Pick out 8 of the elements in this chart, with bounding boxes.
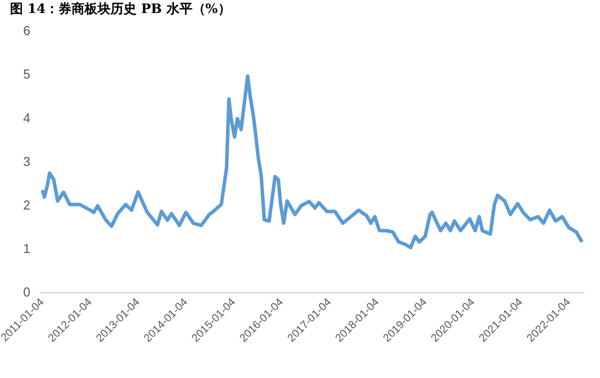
y-tick-label: 2: [23, 197, 30, 212]
y-tick-label: 3: [23, 154, 30, 169]
y-tick-label: 4: [23, 110, 30, 126]
y-tick-label: 6: [23, 23, 30, 38]
chart-title: 图 14：券商板块历史 PB 水平（%）: [10, 1, 231, 18]
y-tick-label: 1: [23, 240, 30, 256]
y-tick-label: 5: [23, 66, 30, 82]
y-tick-label: 0: [23, 284, 30, 300]
